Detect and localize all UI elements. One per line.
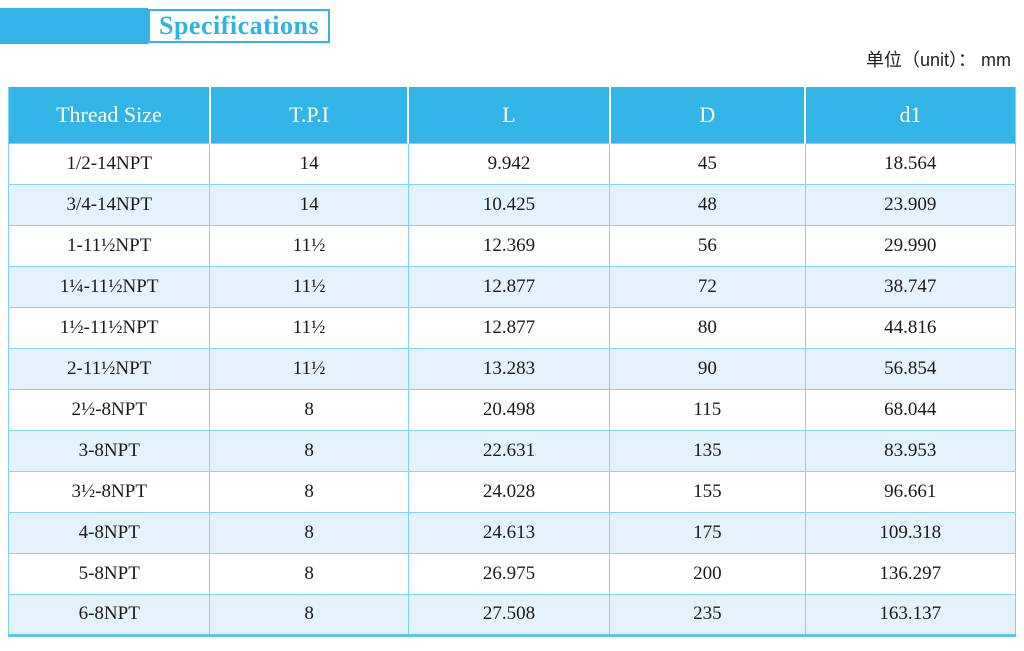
table-cell: 155: [609, 470, 806, 512]
table-cell: 3-8NPT: [8, 429, 211, 471]
table-cell: 5-8NPT: [8, 552, 211, 594]
table-cell: 96.661: [805, 470, 1016, 512]
table-cell: 72: [609, 265, 806, 307]
table-body: 1/2-14NPT 14 9.942 45 18.564 3/4-14NPT 14 10.42…: [8, 142, 1016, 635]
column-header: D: [609, 87, 807, 143]
table-cell: 11½: [209, 265, 409, 307]
table-cell: 44.816: [805, 306, 1016, 348]
table-cell: 12.369: [408, 224, 611, 266]
table-row: 1/2-14NPT 14 9.942 45 18.564: [8, 142, 1016, 184]
table-cell: 8: [209, 470, 409, 512]
table-cell: 3/4-14NPT: [8, 183, 211, 225]
column-header: Thread Size: [8, 87, 211, 143]
column-header: T.P.I: [209, 87, 410, 143]
table-cell: 68.044: [805, 388, 1016, 430]
table-cell: 8: [209, 429, 409, 471]
table-row: 4-8NPT 8 24.613 175 109.318: [8, 511, 1016, 553]
table-cell: 6-8NPT: [8, 593, 211, 635]
table-cell: 9.942: [408, 142, 611, 184]
table-cell: 11½: [209, 306, 409, 348]
table-cell: 11½: [209, 347, 409, 389]
table-cell: 18.564: [805, 142, 1016, 184]
table-cell: 12.877: [408, 265, 611, 307]
table-cell: 163.137: [805, 593, 1016, 635]
table-cell: 45: [609, 142, 806, 184]
table-cell: 8: [209, 388, 409, 430]
table-cell: 24.028: [408, 470, 611, 512]
table-cell: 11½: [209, 224, 409, 266]
table-cell: 38.747: [805, 265, 1016, 307]
table-cell: 83.953: [805, 429, 1016, 471]
table-cell: 80: [609, 306, 806, 348]
table-cell: 29.990: [805, 224, 1016, 266]
table-cell: 175: [609, 511, 806, 553]
table-row: 3½-8NPT 8 24.028 155 96.661: [8, 470, 1016, 512]
table-cell: 1¼-11½NPT: [8, 265, 211, 307]
table-cell: 24.613: [408, 511, 611, 553]
table-cell: 115: [609, 388, 806, 430]
table-cell: 135: [609, 429, 806, 471]
table-row: 2½-8NPT 8 20.498 115 68.044: [8, 388, 1016, 430]
table-cell: 56.854: [805, 347, 1016, 389]
table-cell: 1½-11½NPT: [8, 306, 211, 348]
table-cell: 26.975: [408, 552, 611, 594]
table-cell: 4-8NPT: [8, 511, 211, 553]
table-cell: 56: [609, 224, 806, 266]
table-cell: 109.318: [805, 511, 1016, 553]
table-cell: 8: [209, 511, 409, 553]
table-row: 1¼-11½NPT 11½ 12.877 72 38.747: [8, 265, 1016, 307]
table-row: 1½-11½NPT 11½ 12.877 80 44.816: [8, 306, 1016, 348]
table-cell: 14: [209, 142, 409, 184]
table-cell: 22.631: [408, 429, 611, 471]
title-accent-bar: [0, 8, 148, 44]
table-row: 1-11½NPT 11½ 12.369 56 29.990: [8, 224, 1016, 266]
table-cell: 2-11½NPT: [8, 347, 211, 389]
table-cell: 8: [209, 593, 409, 635]
table-cell: 1-11½NPT: [8, 224, 211, 266]
unit-note: 单位（unit）： mm: [865, 50, 1011, 70]
page-title-box: Specifications: [148, 9, 331, 43]
table-cell: 90: [609, 347, 806, 389]
table-row: 5-8NPT 8 26.975 200 136.297: [8, 552, 1016, 594]
table-cell: 200: [609, 552, 806, 594]
table-cell: 136.297: [805, 552, 1016, 594]
page-title: Specifications: [159, 11, 320, 40]
table-cell: 235: [609, 593, 806, 635]
table-row: 6-8NPT 8 27.508 235 163.137: [8, 593, 1016, 635]
table-cell: 8: [209, 552, 409, 594]
table-cell: 14: [209, 183, 409, 225]
table-cell: 10.425: [408, 183, 611, 225]
table-cell: 1/2-14NPT: [8, 142, 211, 184]
table-cell: 12.877: [408, 306, 611, 348]
table-row: 3-8NPT 8 22.631 135 83.953: [8, 429, 1016, 471]
table-cell: 27.508: [408, 593, 611, 635]
table-row: 2-11½NPT 11½ 13.283 90 56.854: [8, 347, 1016, 389]
table-cell: 2½-8NPT: [8, 388, 211, 430]
table-cell: 48: [609, 183, 806, 225]
column-header: d1: [805, 87, 1016, 143]
column-header: L: [408, 87, 611, 143]
table-cell: 23.909: [805, 183, 1016, 225]
table-row: 3/4-14NPT 14 10.425 48 23.909: [8, 183, 1016, 225]
table-cell: 3½-8NPT: [8, 470, 211, 512]
table-cell: 20.498: [408, 388, 611, 430]
table-cell: 13.283: [408, 347, 611, 389]
